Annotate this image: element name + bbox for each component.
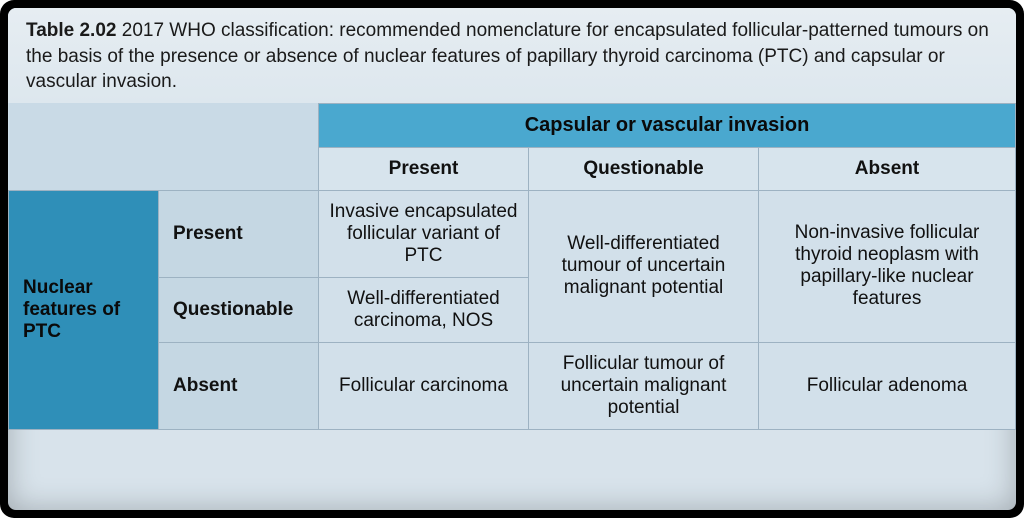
- cell-absent-questionable: Follicular tumour of uncertain malignant…: [529, 342, 759, 429]
- col-sub-present: Present: [319, 147, 529, 190]
- table-row: Capsular or vascular invasion: [9, 103, 1016, 147]
- row-sub-absent: Absent: [159, 342, 319, 429]
- col-sub-absent: Absent: [759, 147, 1016, 190]
- frame-border: Table 2.02 2017 WHO classification: reco…: [0, 0, 1024, 518]
- cell-absent-absent: Follicular adenoma: [759, 342, 1016, 429]
- col-group-header: Capsular or vascular invasion: [319, 103, 1016, 147]
- page: Table 2.02 2017 WHO classification: reco…: [8, 8, 1016, 510]
- cell-absent-present: Follicular carcinoma: [319, 342, 529, 429]
- table-caption-text: 2017 WHO classification: recommended nom…: [26, 20, 989, 92]
- table-row: Absent Follicular carcinoma Follicular t…: [9, 342, 1016, 429]
- col-sub-questionable: Questionable: [529, 147, 759, 190]
- cell-questionable-present: Well-differentiated carcinoma, NOS: [319, 277, 529, 342]
- corner-cell: [9, 103, 319, 190]
- cell-present-present: Invasive encapsulated follicular variant…: [319, 190, 529, 277]
- cell-present-questionable: Well-differentiated tumour of uncertain …: [529, 190, 759, 342]
- row-sub-questionable: Questionable: [159, 277, 319, 342]
- table-label: Table 2.02: [26, 20, 116, 41]
- table-caption: Table 2.02 2017 WHO classification: reco…: [8, 8, 1016, 103]
- table-row: Nuclear features of PTC Present Invasive…: [9, 190, 1016, 277]
- row-sub-present: Present: [159, 190, 319, 277]
- classification-table: Capsular or vascular invasion Present Qu…: [8, 103, 1016, 430]
- cell-present-absent: Non-invasive follicular thyroid neoplasm…: [759, 190, 1016, 342]
- row-group-header: Nuclear features of PTC: [9, 190, 159, 429]
